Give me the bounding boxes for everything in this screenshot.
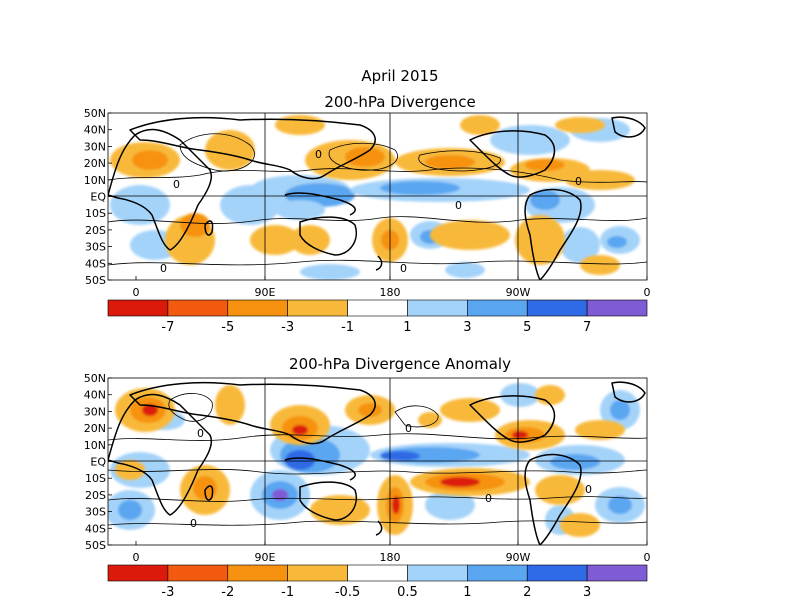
colorbar1-swatch <box>586 299 648 317</box>
colorbar1-swatch <box>287 299 348 317</box>
map1-lat-tick-label: 30S <box>85 241 106 254</box>
map2-lat-tick-label: 50N <box>84 372 106 385</box>
map1-panel: 50N 40N 30N 20N 10N EQ 10S 20S 30S 40S 50S 0 90E 180… <box>84 107 651 335</box>
map1-contour-labels: 0 0 0 0 0 0 <box>160 148 582 275</box>
colorbar1-swatch <box>347 299 408 317</box>
map1-lon-tick-label: 180 <box>380 286 401 299</box>
colorbar2-label: 0.5 <box>397 585 418 600</box>
map2-lon-tick-label: 0 <box>133 551 140 564</box>
map1-coastlines <box>108 116 646 280</box>
colorbar2-swatch <box>586 564 648 582</box>
map1-lon-tick-label: 90E <box>255 286 276 299</box>
colorbar2-label: 1 <box>463 585 471 600</box>
map2-zero-contours <box>108 393 647 526</box>
map1-contour-label: 0 <box>173 178 180 191</box>
colorbar2-label: 2 <box>523 585 531 600</box>
map2-lat-tick-label: 10S <box>85 472 106 485</box>
map2-lat-tick-label: 20S <box>85 489 106 502</box>
map1-lon-tick-label: 90W <box>506 286 531 299</box>
colorbar2-swatch <box>526 564 588 582</box>
map1-contour-label: 0 <box>575 175 582 188</box>
colorbar1-label: -7 <box>161 320 174 335</box>
map2-panel: 50N 40N 30N 20N 10N EQ 10S 20S 30S 40S 50S 0 90E 180… <box>84 372 651 600</box>
map2-lat-tick-label: 30S <box>85 506 106 519</box>
map2-contour-label: 0 <box>485 492 492 505</box>
map2-coastlines <box>108 381 646 545</box>
map2-lat-labels: 50N 40N 30N 20N 10N EQ 10S 20S 30S 40S 50S <box>84 372 112 552</box>
map2-lat-tick-label: EQ <box>90 456 106 469</box>
map1-lat-tick-label: 30N <box>84 140 106 153</box>
colorbar2-swatch <box>107 564 169 582</box>
map2-lon-tick-label: 180 <box>380 551 401 564</box>
colorbar1-label: 1 <box>403 320 411 335</box>
map1-lat-tick-label: 20S <box>85 224 106 237</box>
colorbar2-label: 3 <box>583 585 591 600</box>
map2-lat-tick-label: 50S <box>85 539 106 552</box>
colorbar2-swatch <box>347 564 408 582</box>
colorbar1-swatch <box>107 299 169 317</box>
map2-lat-tick-label: 40N <box>84 389 106 402</box>
colorbar1-swatch <box>407 299 468 317</box>
colorbar1-label: -1 <box>341 320 354 335</box>
colorbar2-swatch <box>467 564 528 582</box>
colorbar1-label: 7 <box>583 320 591 335</box>
map2-contour-label: 0 <box>585 483 592 496</box>
map1-colorbar: -7 -5 -3 -1 1 3 5 7 <box>107 299 648 335</box>
map2-negative-shading <box>115 385 625 537</box>
map1-lat-tick-label: 50N <box>84 107 106 120</box>
map1-lat-labels: 50N 40N 30N 20N 10N EQ 10S 20S 30S 40S 50S <box>84 107 112 287</box>
colorbar1-label: -5 <box>221 320 234 335</box>
colorbar1-label: -3 <box>281 320 294 335</box>
map2-title: 200-hPa Divergence Anomaly <box>289 355 511 373</box>
map2-contour-label: 0 <box>197 427 204 440</box>
map2-lon-tick-label: 90W <box>506 551 531 564</box>
map2-lon-tick-label: 0 <box>644 551 651 564</box>
colorbar2-swatch <box>287 564 348 582</box>
map1-lat-tick-label: 10N <box>84 174 106 187</box>
colorbar1-label: 3 <box>463 320 471 335</box>
colorbar1-swatch <box>467 299 528 317</box>
colorbar1-swatch <box>526 299 588 317</box>
colorbar1-label: 5 <box>523 320 531 335</box>
colorbar2-label: -2 <box>221 585 234 600</box>
colorbar2-swatch <box>227 564 288 582</box>
map1-lat-tick-label: 10S <box>85 207 106 220</box>
main-title: April 2015 <box>361 67 439 85</box>
map1-title: 200-hPa Divergence <box>324 93 476 111</box>
colorbar2-label: -1 <box>281 585 294 600</box>
map2-lat-tick-label: 40S <box>85 522 106 535</box>
colorbar1-swatch <box>227 299 288 317</box>
map1-lat-tick-label: 40N <box>84 124 106 137</box>
map2-lat-tick-label: 30N <box>84 405 106 418</box>
colorbar2-swatch <box>167 564 229 582</box>
colorbar1-swatch <box>167 299 229 317</box>
map2-contour-label: 0 <box>405 422 412 435</box>
map2-contour-labels: 0 0 0 0 0 <box>190 422 592 530</box>
colorbar2-label: -0.5 <box>335 585 360 600</box>
map2-lat-tick-label: 20N <box>84 422 106 435</box>
map1-lat-tick-label: 20N <box>84 157 106 170</box>
map2-lat-tick-label: 10N <box>84 439 106 452</box>
map2-lon-tick-label: 90E <box>255 551 276 564</box>
map1-lon-labels: 0 90E 180 90W 0 <box>133 276 651 299</box>
map1-field <box>108 115 647 280</box>
map1-lat-tick-label: EQ <box>90 191 106 204</box>
map1-contour-label: 0 <box>455 199 462 212</box>
map2-contour-label: 0 <box>190 517 197 530</box>
map1-lat-tick-label: 40S <box>85 257 106 270</box>
map1-contour-label: 0 <box>160 262 167 275</box>
map2-lon-labels: 0 90E 180 90W 0 <box>133 541 651 564</box>
map2-colorbar: -3 -2 -1 -0.5 0.5 1 2 3 <box>107 564 648 600</box>
map1-contour-label: 0 <box>400 262 407 275</box>
colorbar2-swatch <box>407 564 468 582</box>
map1-zero-contours <box>108 133 647 266</box>
map1-contour-label: 0 <box>315 148 322 161</box>
map1-lat-tick-label: 50S <box>85 274 106 287</box>
map1-lon-tick-label: 0 <box>644 286 651 299</box>
map1-lon-tick-label: 0 <box>133 286 140 299</box>
colorbar2-label: -3 <box>161 585 174 600</box>
